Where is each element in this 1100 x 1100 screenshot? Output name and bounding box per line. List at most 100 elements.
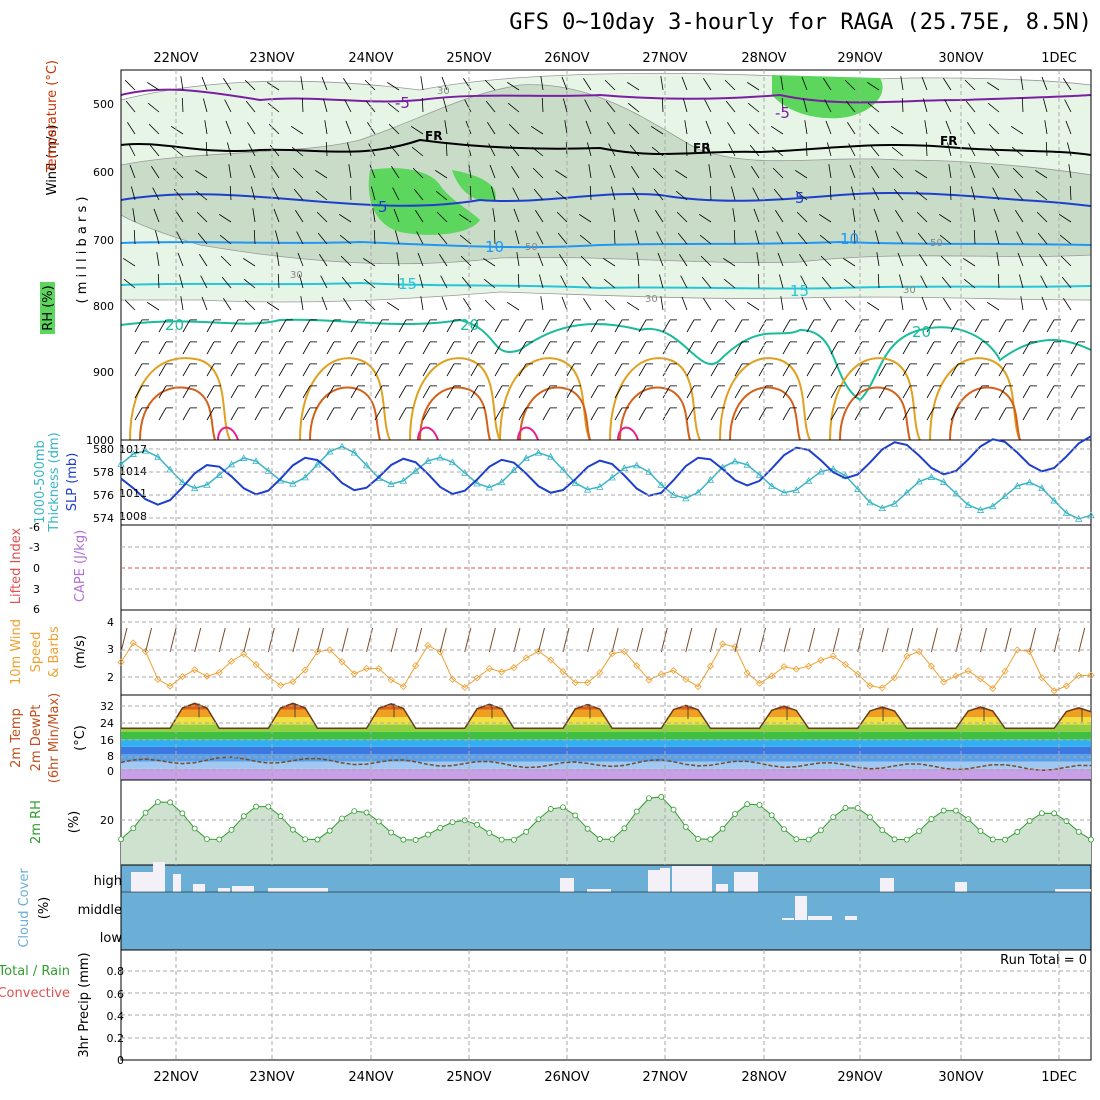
cloud-bar-middle [782, 918, 794, 920]
wind-barb [993, 208, 1000, 223]
wind10-barb [1004, 627, 1012, 653]
wind-barb [638, 319, 647, 333]
rh2m-label: 2m RH [29, 800, 44, 844]
wind-barb [580, 255, 592, 267]
wind-barb [728, 143, 736, 157]
wind-barb [542, 319, 551, 333]
wind-barb [513, 208, 520, 223]
wind10-point [424, 641, 432, 650]
thickness-tick: 576 [93, 489, 114, 502]
wind10-barb [145, 627, 153, 653]
wind-barb [799, 254, 808, 267]
cloud-bar-high [716, 884, 728, 892]
rh2m-point [289, 826, 296, 833]
rh2m-point [437, 825, 444, 831]
wind-barb [775, 210, 784, 223]
contour-label: FR [425, 129, 442, 143]
wind-barb [963, 278, 976, 289]
wind-barb [969, 164, 976, 179]
wind-barb [987, 82, 1000, 91]
wind-barb [964, 299, 976, 311]
wind-barb [820, 255, 832, 267]
cloud-bar-middle [808, 916, 832, 920]
rh2m-point [302, 836, 309, 843]
wind-barb [583, 298, 592, 311]
wind-barb [271, 166, 280, 179]
wind-barbs [123, 76, 1085, 421]
wind-barb [988, 123, 1000, 135]
wind-barb [989, 144, 1000, 157]
wind10-point [584, 679, 592, 687]
wind-barb [254, 341, 263, 355]
temp2m-label: 2m Temp [9, 708, 24, 768]
rh2m-point [1051, 810, 1058, 817]
wind-barb [245, 100, 256, 113]
wind-barb [830, 363, 839, 377]
wind10-barb [1029, 627, 1037, 653]
wind10-barb [660, 627, 668, 653]
wind10-label: Speed [29, 632, 44, 673]
wind-barb [1068, 164, 1072, 179]
wind-barb [514, 230, 520, 245]
wind-barb [368, 143, 376, 157]
wind10-point [903, 652, 911, 660]
thickness-point [608, 473, 616, 481]
wind10-barb [439, 627, 447, 653]
wind-barb [387, 102, 400, 113]
wind10-point [976, 675, 985, 683]
contour-label: 30 [645, 294, 658, 305]
temp2m-line [121, 702, 1092, 730]
rh2m-point [400, 836, 407, 843]
rh2m-panel: 20 2m RH (%) [29, 779, 1094, 866]
wind-barb [974, 319, 983, 333]
wind-barb [221, 276, 232, 289]
wind-barb [228, 164, 232, 179]
wind-barb [878, 319, 887, 333]
wind-barb [806, 385, 815, 399]
thickness-label: 1000-500mb [33, 440, 48, 524]
wind-barb [1015, 210, 1024, 223]
wind-barb [782, 363, 791, 377]
wind-barb [518, 319, 527, 333]
rh2m-point [658, 793, 665, 800]
thickness-point [178, 478, 187, 486]
wind-barb [484, 299, 496, 311]
rh2m-point [842, 805, 849, 811]
thickness-point [792, 486, 800, 493]
wind-barb [437, 232, 448, 245]
thickness-point [240, 454, 248, 461]
wind-barb [555, 170, 568, 179]
rh2m-point [204, 836, 210, 843]
wind-barb [579, 214, 592, 223]
wind10-point [178, 672, 186, 681]
thickness-point [1025, 478, 1034, 486]
temp-band [121, 739, 1091, 747]
wind-barb [801, 296, 808, 311]
wind10-barb [783, 627, 791, 653]
wind-barb [897, 252, 904, 267]
wind10-point [1050, 687, 1058, 695]
temp-20-line [121, 318, 1091, 402]
wind-barb [542, 407, 551, 421]
wind-barb [941, 276, 952, 289]
wind-barb [488, 143, 496, 157]
wind-barb [485, 100, 496, 113]
wind-barb [658, 274, 664, 289]
rh2m-point [744, 801, 751, 808]
wind10-panel: 4 3 2 10m Wind Speed & Barbs (m/s) [9, 609, 1095, 696]
thickness-point [547, 452, 555, 460]
wind-barb [724, 79, 736, 91]
thickness-point [768, 482, 776, 489]
wind-barb [963, 258, 976, 267]
wind-barb [344, 99, 352, 113]
wind-barb [315, 190, 328, 201]
wind-barb [538, 274, 544, 289]
wind-barb [223, 78, 232, 91]
wind-barb [994, 230, 1000, 245]
wind-barb [584, 99, 592, 113]
wind-barb [494, 385, 503, 399]
wind-barb [710, 319, 719, 333]
thickness-point [215, 471, 223, 478]
wind-barb [950, 385, 959, 399]
wind-barb [826, 142, 832, 157]
